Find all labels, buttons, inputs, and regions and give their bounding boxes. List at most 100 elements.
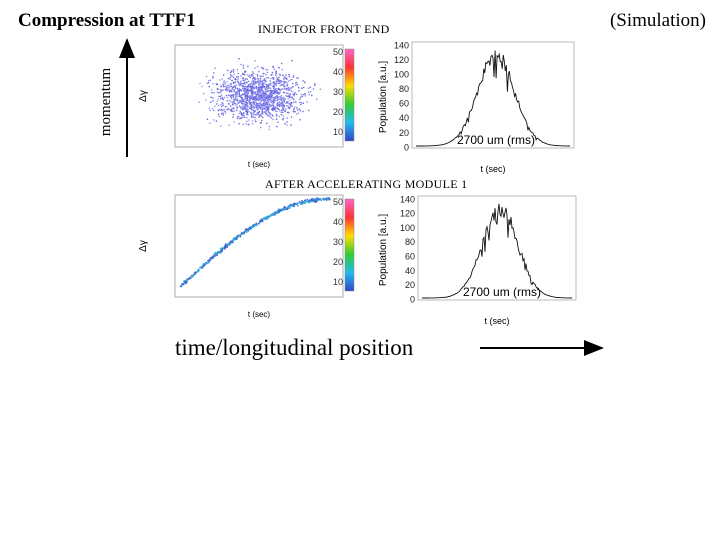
scatter-dot xyxy=(278,105,281,107)
scatter-dot xyxy=(219,91,221,94)
scatter-dot xyxy=(212,77,214,79)
scatter-dot xyxy=(273,82,276,85)
scatter-dot xyxy=(242,123,244,126)
scatter-dot xyxy=(228,85,231,88)
scatter-dot xyxy=(205,99,207,101)
scatter-dot xyxy=(287,87,290,89)
scatter-dot xyxy=(300,103,302,106)
scatter-dot xyxy=(254,116,256,119)
scatter-dot xyxy=(241,102,243,104)
scatter-dot xyxy=(211,255,214,258)
scatter-dot xyxy=(245,123,247,125)
scatter-dot xyxy=(212,100,214,102)
scatter-dot xyxy=(269,214,271,217)
scatter-dot xyxy=(263,216,265,219)
scatter-dot xyxy=(209,79,212,82)
scatter-dot xyxy=(213,119,215,121)
scatter-dot xyxy=(268,98,271,101)
scatter-dot xyxy=(276,92,279,95)
scatter-dot xyxy=(238,105,241,107)
scatter-dot xyxy=(260,121,263,124)
scatter-dot xyxy=(287,105,290,108)
scatter-dot xyxy=(278,103,281,106)
scatter-dot xyxy=(227,88,229,91)
scatter-dot xyxy=(243,100,246,102)
scatter-dot xyxy=(232,86,234,89)
scatter-dot xyxy=(229,74,232,76)
histogram-y-tick-label: 140 xyxy=(394,40,409,50)
scatter-dot xyxy=(247,124,249,126)
scatter-dot xyxy=(290,89,292,92)
scatter-dot xyxy=(298,108,301,110)
scatter-dot xyxy=(261,119,263,122)
scatter-dot xyxy=(270,77,272,80)
scatter-dot xyxy=(256,106,259,109)
scatter-dot xyxy=(294,92,296,94)
scatter-dot xyxy=(217,109,220,112)
scatter-dot xyxy=(250,96,253,98)
scatter-dot xyxy=(284,208,287,211)
scatter-dot xyxy=(270,117,273,119)
scatter-dot xyxy=(223,80,225,82)
scatter-dot xyxy=(264,90,267,93)
scatter-dot xyxy=(249,95,251,98)
scatter-dot xyxy=(212,83,214,85)
scatter-dot xyxy=(290,101,293,104)
scatter-dot xyxy=(276,113,278,116)
scatter-dot xyxy=(243,73,246,76)
scatter-dot xyxy=(291,91,293,93)
scatter-dot xyxy=(262,67,264,70)
scatter-dot xyxy=(253,83,255,86)
scatter-dot xyxy=(287,95,289,98)
scatter-dot xyxy=(267,100,270,103)
scatter-dot xyxy=(282,106,284,108)
scatter-dot xyxy=(260,75,263,78)
scatter-dot xyxy=(265,92,267,94)
scatter-dot xyxy=(257,108,260,111)
scatter-dot xyxy=(251,73,253,76)
scatter-dot xyxy=(262,72,265,75)
scatter-dot xyxy=(272,89,275,92)
scatter-dot xyxy=(264,68,267,71)
scatter-dot xyxy=(275,80,278,82)
time-label: time/longitudinal position xyxy=(175,335,414,360)
scatter-dot xyxy=(293,98,295,101)
scatter-dot xyxy=(238,82,240,84)
scatter-dot xyxy=(280,113,283,116)
scatter-dot xyxy=(255,120,257,123)
scatter-dot xyxy=(232,238,235,241)
scatter-dot xyxy=(296,83,299,86)
scatter-dot xyxy=(273,88,275,90)
scatter-dot xyxy=(266,69,269,71)
scatter-dot xyxy=(259,92,262,94)
scatter-dot xyxy=(286,101,288,103)
scatter-dot xyxy=(247,92,250,94)
scatter-dot xyxy=(234,99,236,101)
scatter-dot xyxy=(262,75,265,77)
scatter-dot xyxy=(271,108,274,111)
scatter-dot xyxy=(193,273,196,276)
scatter-dot xyxy=(263,105,265,107)
scatter-dot xyxy=(272,78,275,80)
scatter-dot xyxy=(232,110,234,113)
scatter-dot xyxy=(249,76,251,79)
scatter-dot xyxy=(250,112,252,115)
scatter-dot xyxy=(246,229,249,231)
scatter-dot xyxy=(262,90,264,92)
scatter-dot xyxy=(317,197,319,200)
scatter-dot xyxy=(294,111,297,113)
scatter-dot xyxy=(275,72,278,75)
scatter-dot xyxy=(251,98,254,101)
scatter-dot xyxy=(257,65,259,68)
scatter-dot xyxy=(259,83,262,85)
scatter-dot xyxy=(299,119,301,121)
scatter-dot xyxy=(239,82,242,84)
scatter-dot xyxy=(267,94,269,97)
scatter-dot xyxy=(282,117,285,120)
scatter-dot xyxy=(273,92,275,95)
scatter-dot xyxy=(198,101,200,103)
scatter-dot xyxy=(230,98,233,100)
scatter-dot xyxy=(221,105,223,108)
scatter-dot xyxy=(302,110,304,113)
histogram-note: 2700 um (rms) xyxy=(457,133,535,147)
